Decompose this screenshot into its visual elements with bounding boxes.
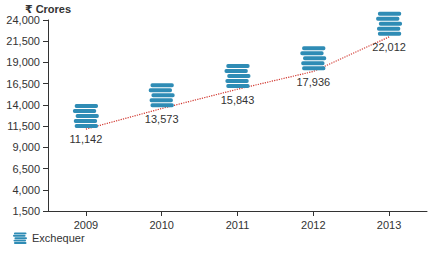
svg-text:2012: 2012 (301, 219, 325, 231)
svg-text:9,000: 9,000 (12, 141, 40, 153)
svg-text:4,000: 4,000 (12, 184, 40, 196)
svg-text:₹ Crores: ₹ Crores (25, 3, 71, 15)
svg-text:22,012: 22,012 (372, 41, 406, 53)
svg-text:21,500: 21,500 (6, 35, 40, 47)
svg-text:15,843: 15,843 (221, 94, 255, 106)
svg-text:17,936: 17,936 (296, 76, 330, 88)
svg-text:2009: 2009 (74, 219, 98, 231)
svg-text:14,000: 14,000 (6, 99, 40, 111)
svg-text:2013: 2013 (377, 219, 401, 231)
svg-text:16,500: 16,500 (6, 78, 40, 90)
svg-text:13,573: 13,573 (145, 113, 179, 125)
svg-text:1,500: 1,500 (12, 205, 40, 217)
svg-text:2010: 2010 (149, 219, 173, 231)
svg-text:Exchequer: Exchequer (32, 232, 85, 244)
svg-text:11,500: 11,500 (7, 120, 40, 132)
svg-text:6,500: 6,500 (12, 163, 40, 175)
svg-text:11,142: 11,142 (69, 133, 102, 145)
svg-text:19,000: 19,000 (6, 56, 40, 68)
svg-text:24,000: 24,000 (6, 14, 40, 26)
svg-text:2011: 2011 (226, 219, 250, 231)
